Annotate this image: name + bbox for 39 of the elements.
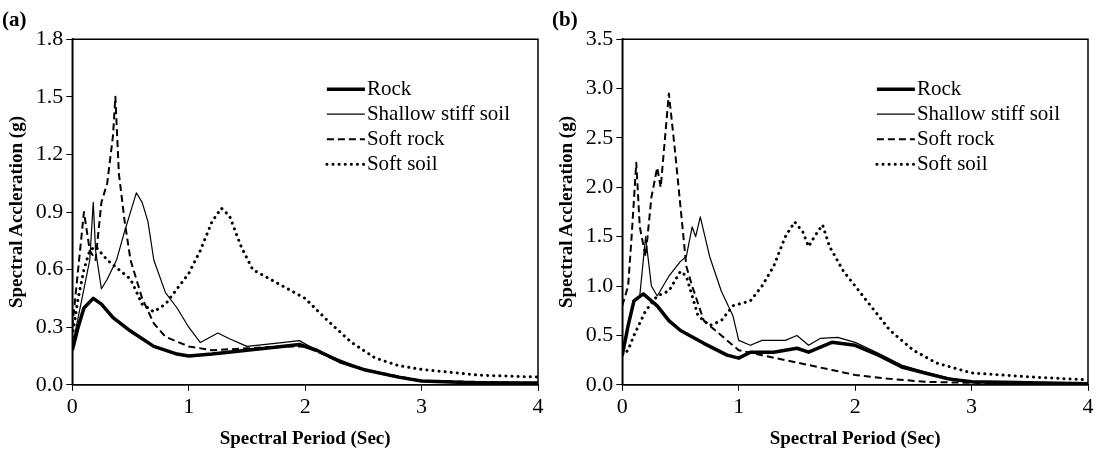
legend-label: Soft soil: [366, 150, 438, 175]
x-axis-title: Spectral Period (Sec): [769, 426, 941, 449]
y-axis-title: Spectral Accleration (g): [555, 115, 578, 309]
y-tick-label: 3.5: [585, 24, 614, 50]
x-tick-label: 2: [299, 392, 311, 418]
legend-label: Shallow stiff soil: [916, 100, 1061, 125]
x-tick-label: 2: [849, 392, 861, 418]
legend-label: Soft rock: [366, 125, 445, 150]
y-tick-label: 1.5: [35, 82, 64, 108]
x-tick-label: 3: [416, 392, 428, 418]
x-axis-title: Spectral Period (Sec): [219, 426, 391, 449]
legend-label: Rock: [916, 75, 962, 100]
y-tick-label: 0.0: [35, 370, 64, 396]
y-tick-label: 2.5: [585, 123, 614, 149]
y-tick-label: 1.2: [35, 140, 64, 166]
x-tick-label: 4: [1082, 392, 1094, 418]
y-axis-title: Spectral Accleration (g): [5, 115, 28, 309]
legend-label: Rock: [366, 75, 412, 100]
chart-title: (a): [2, 7, 27, 32]
x-tick-label: 1: [733, 392, 745, 418]
x-tick-label: 3: [966, 392, 978, 418]
y-tick-label: 3.0: [585, 74, 614, 100]
x-tick-label: 0: [66, 392, 78, 418]
y-tick-label: 0.3: [35, 312, 64, 338]
y-tick-label: 1.5: [585, 222, 614, 248]
legend-label: Soft soil: [916, 150, 988, 175]
x-tick-label: 4: [532, 392, 544, 418]
y-tick-label: 2.0: [585, 173, 614, 199]
legend-label: Soft rock: [916, 125, 995, 150]
legend-label: Shallow stiff soil: [366, 100, 511, 125]
x-tick-label: 1: [183, 392, 195, 418]
y-tick-label: 1.0: [585, 271, 614, 297]
chart-title: (b): [552, 7, 578, 32]
y-tick-label: 0.5: [585, 321, 614, 347]
y-tick-label: 0.9: [35, 197, 64, 223]
y-tick-label: 0.6: [35, 255, 64, 281]
y-tick-label: 0.0: [585, 370, 614, 396]
y-tick-label: 1.8: [35, 24, 64, 50]
x-tick-label: 0: [616, 392, 628, 418]
